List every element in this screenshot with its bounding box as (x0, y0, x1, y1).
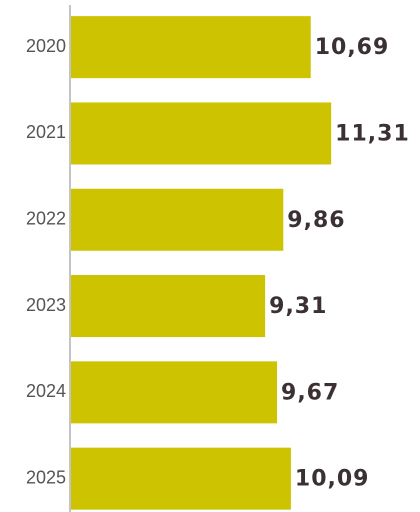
bar (71, 102, 332, 165)
bar (71, 16, 311, 79)
y-tick-label: 2021 (26, 122, 66, 142)
value-label: 10,69 (315, 35, 390, 60)
y-tick-label: 2020 (26, 36, 66, 56)
y-tick-label: 2022 (26, 209, 66, 229)
value-label: 9,67 (281, 380, 339, 405)
value-label: 9,31 (269, 294, 327, 319)
bar (71, 188, 284, 251)
value-label: 10,09 (295, 467, 370, 492)
y-tick-label: 2024 (26, 381, 66, 401)
bar (71, 447, 291, 510)
y-tick-label: 2023 (26, 295, 66, 315)
bar (71, 275, 266, 338)
value-label: 11,31 (335, 121, 410, 146)
value-label: 9,86 (287, 208, 345, 233)
bar (71, 361, 278, 424)
y-tick-label: 2025 (26, 467, 66, 487)
